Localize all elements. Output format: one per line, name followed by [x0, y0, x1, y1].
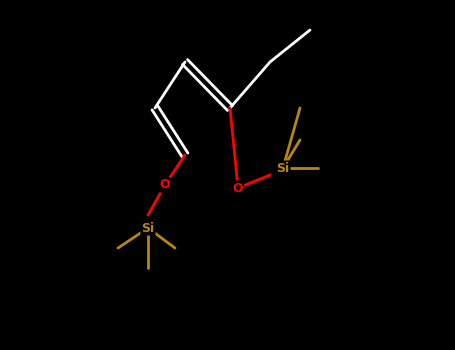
Text: O: O — [233, 182, 243, 195]
Text: Si: Si — [142, 222, 155, 235]
Text: Si: Si — [277, 161, 289, 175]
Text: O: O — [160, 178, 170, 191]
